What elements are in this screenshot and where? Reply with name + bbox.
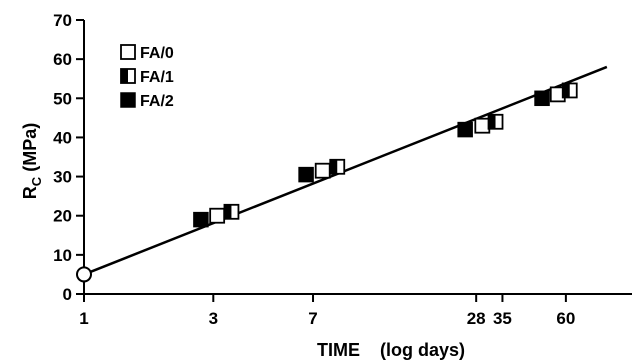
fit-line (83, 65, 608, 276)
x-tick-label-35: 35 (493, 309, 512, 328)
legend-item-fa-2-marker (120, 92, 136, 108)
x-tick-label-60: 60 (556, 309, 575, 328)
x-tick-label-3: 3 (209, 309, 218, 328)
legend-item-fa-2-marker-shape (120, 92, 136, 108)
y-tick-label-50: 50 (53, 89, 72, 108)
legend-item-fa-0-label: FA/0 (140, 45, 174, 62)
legend-item-fa-1-label: FA/1 (140, 69, 174, 86)
y-tick-label-0: 0 (63, 285, 72, 304)
y-axis-title-subscript: C (29, 176, 44, 186)
marker-fa-2-3-shape (534, 90, 550, 107)
legend-item-fa-1-marker-half-fill (121, 69, 128, 83)
marker-fa-1-0 (223, 203, 240, 220)
marker-fa-0-0-shape (209, 207, 226, 224)
marker-fa-1-1-half-fill (330, 159, 338, 174)
marker-fa-1-0-half-fill (224, 204, 232, 219)
y-tick-label-60: 60 (53, 50, 72, 69)
legend-item-fa-2-label: FA/2 (140, 93, 174, 110)
data-markers (193, 82, 578, 228)
origin-open-circle (76, 266, 92, 283)
legend-item-fa-0-marker-shape (120, 44, 136, 60)
x-tick-label-28: 28 (467, 309, 486, 328)
x-axis-title: TIME (log days) (317, 340, 465, 360)
y-axis-title: RC (MPa) (20, 123, 44, 199)
marker-fa-0-1 (314, 162, 331, 179)
marker-fa-2-1 (298, 166, 314, 183)
marker-fa-2-2 (457, 121, 473, 138)
marker-fa-1-3 (561, 82, 578, 99)
marker-fa-2-3 (534, 90, 550, 107)
y-axis-title-tail: (MPa) (20, 123, 40, 177)
marker-fa-2-1-shape (298, 166, 314, 183)
marker-fa-1-1 (329, 158, 346, 175)
marker-fa-0-2 (474, 117, 491, 134)
x-tick-label-7: 7 (308, 309, 317, 328)
y-tick-label-40: 40 (53, 128, 72, 147)
marker-fa-0-2-shape (474, 117, 491, 134)
y-tick-label-30: 30 (53, 168, 72, 187)
y-tick-label-10: 10 (53, 246, 72, 265)
y-axis-title-main: R (20, 186, 40, 199)
marker-fa-1-3-half-fill (562, 83, 570, 98)
x-tick-label-1: 1 (79, 309, 88, 328)
marker-fa-2-0 (193, 211, 209, 228)
y-tick-label-20: 20 (53, 207, 72, 226)
marker-fa-1-2-half-fill (488, 114, 496, 129)
marker-fa-2-0-shape (193, 211, 209, 228)
marker-fa-0-0 (209, 207, 226, 224)
y-ticks: 0 10 20 30 40 50 60 70 (53, 11, 84, 304)
marker-fa-2-2-shape (457, 121, 473, 138)
legend: FA/0 FA/1 FA/2 (120, 44, 174, 110)
y-tick-label-70: 70 (53, 11, 72, 30)
legend-item-fa-1-marker (120, 68, 136, 84)
plot-area: 0 10 20 30 40 50 60 70 1 3 7 28 35 60 FA/0 FA/1 FA/2 (53, 11, 632, 328)
marker-fa-0-1-shape (314, 162, 331, 179)
marker-fa-1-2 (487, 113, 504, 130)
x-ticks: 1 3 7 28 35 60 (79, 294, 575, 328)
legend-item-fa-0-marker (120, 44, 136, 60)
